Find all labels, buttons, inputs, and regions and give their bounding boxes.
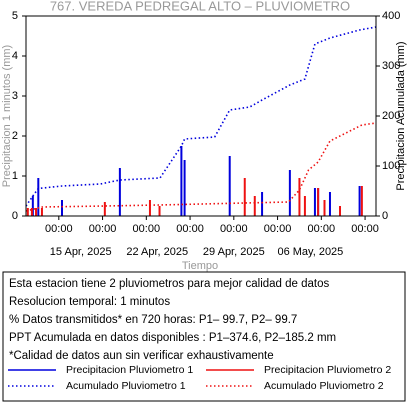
info-line: % Datos transmitidos* en 720 horas: P1– … <box>9 314 297 326</box>
y-tick-label: 4 <box>12 50 18 62</box>
y2-tick-label: 100 <box>382 160 400 172</box>
y-tick-label: 0 <box>12 210 18 222</box>
legend-label: Acumulado Pluviometro 2 <box>264 380 384 392</box>
plot-frame <box>25 15 377 217</box>
legend-label: Acumulado Pluviometro 1 <box>66 380 186 392</box>
y-tick-label: 5 <box>12 10 18 22</box>
y2-tick-label: 200 <box>382 110 400 122</box>
info-line: Esta estacion tiene 2 pluviometros para … <box>9 278 330 290</box>
y2-tick-label: 400 <box>382 10 400 22</box>
legend-label: Precipitacion Pluviometro 1 <box>66 364 193 376</box>
x-tick-label: 00:00 <box>264 223 292 235</box>
info-line: *Calidad de datos aun sin verificar exha… <box>9 350 274 362</box>
x-date-label: 06 May, 2025 <box>277 246 343 258</box>
x-tick-label: 00:00 <box>176 223 204 235</box>
x-tick-label: 00:00 <box>220 223 248 235</box>
legend-label: Precipitacion Pluviometro 2 <box>264 364 391 376</box>
info-line: Resolucion temporal: 1 minutos <box>9 296 170 308</box>
x-date-label: 29 Apr, 2025 <box>203 246 265 258</box>
chart-title: 767. VEREDA PEDREGAL ALTO – PLUVIOMETRO <box>50 0 350 13</box>
y-tick-label: 3 <box>12 90 18 102</box>
y-tick-label: 1 <box>12 170 18 182</box>
y-axis-label: Precipitacion 1 minutos (mm) <box>1 45 13 187</box>
y-tick-label: 2 <box>12 130 18 142</box>
info-box <box>2 271 406 402</box>
x-tick-label: 00:00 <box>133 223 161 235</box>
info-line: PPT Acumulada en datos disponibles : P1–… <box>9 332 336 344</box>
x-tick-label: 00:00 <box>45 223 73 235</box>
x-tick-label: 00:00 <box>89 223 117 235</box>
y2-tick-label: 0 <box>382 210 388 222</box>
x-date-label: 15 Apr, 2025 <box>50 246 112 258</box>
x-axis-label: Tiempo <box>182 260 218 272</box>
x-tick-label: 00:00 <box>351 223 379 235</box>
accumulated-line <box>25 26 377 207</box>
accumulated-line <box>25 122 377 212</box>
x-date-label: 22 Apr, 2025 <box>126 246 188 258</box>
y2-axis-label: Precipitacion Acumulada (mm) <box>395 41 407 190</box>
x-tick-label: 00:00 <box>308 223 336 235</box>
y2-tick-label: 300 <box>382 60 400 72</box>
